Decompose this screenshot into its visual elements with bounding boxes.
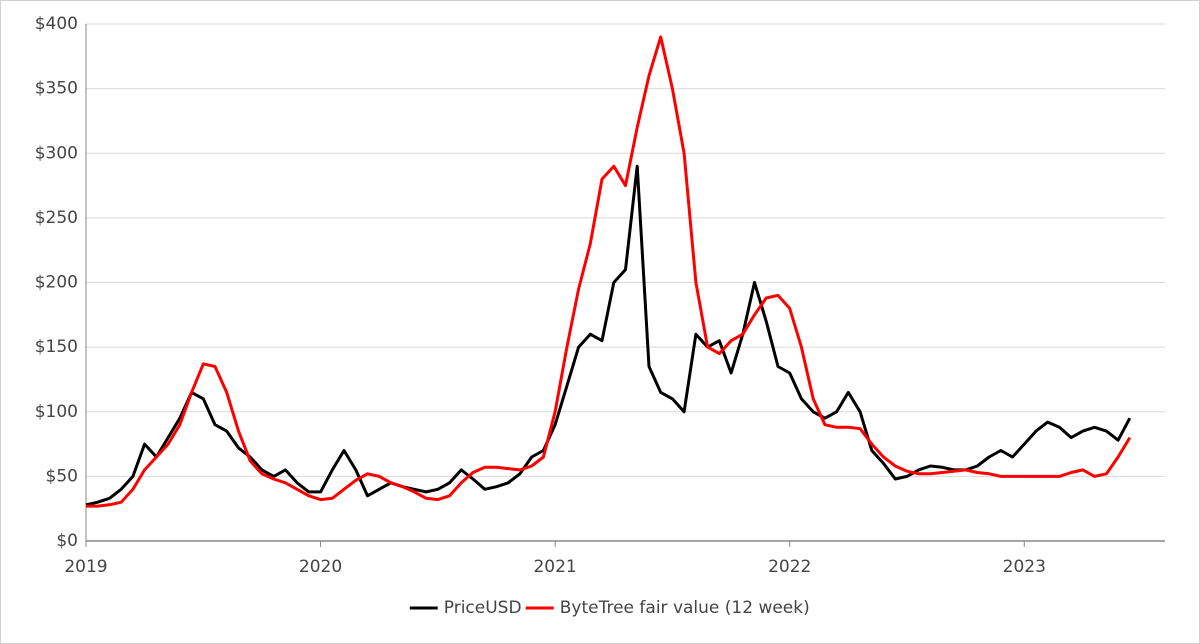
legend-label: ByteTree fair value (12 week)	[560, 598, 810, 618]
x-tick-label: 2020	[299, 557, 342, 577]
y-tick-label: $150	[35, 337, 78, 357]
x-tick-label: 2022	[768, 557, 811, 577]
y-tick-label: $50	[46, 466, 78, 486]
x-tick-label: 2023	[1003, 557, 1046, 577]
y-tick-label: $300	[35, 143, 78, 163]
x-tick-label: 2021	[533, 557, 576, 577]
y-tick-label: $200	[35, 273, 78, 293]
y-tick-label: $250	[35, 208, 78, 228]
y-tick-label: $350	[35, 79, 78, 99]
x-tick-label: 2019	[64, 557, 107, 577]
legend-label: PriceUSD	[444, 598, 522, 618]
data-line	[86, 35, 1132, 508]
y-tick-label: $100	[35, 402, 78, 422]
y-tick-label: $400	[35, 14, 78, 34]
y-tick-label: $0	[56, 531, 78, 551]
